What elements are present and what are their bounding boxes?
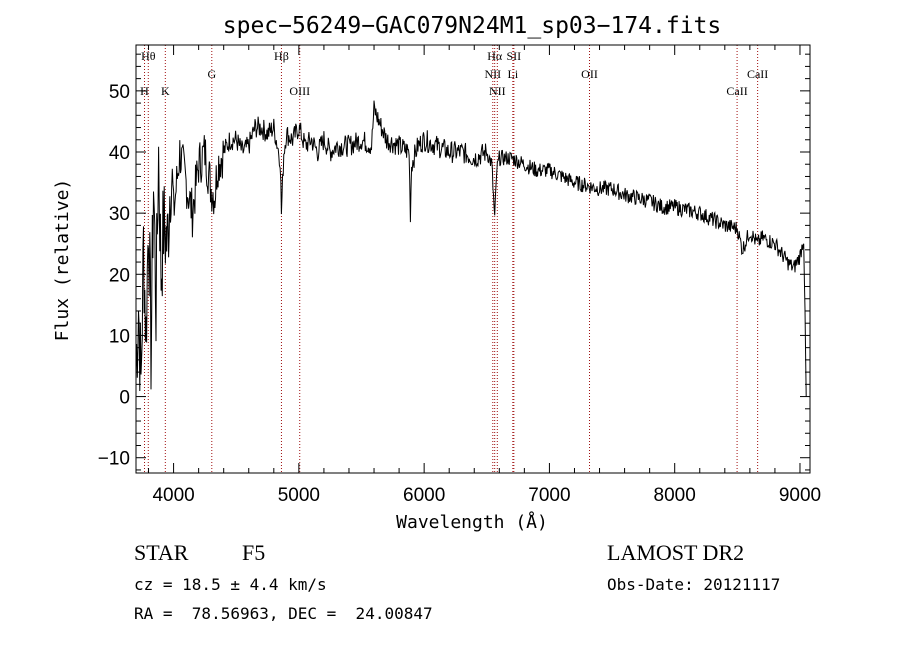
obs-date: Obs-Date: 20121117 (607, 575, 781, 594)
spectral-line-label: Hα (487, 49, 503, 63)
series-line-flux (135, 100, 807, 397)
spectral-line-label: K (161, 84, 170, 98)
flux-series (135, 100, 807, 397)
x-axis: 4000 5000 6000 7000 8000 9000 (148, 45, 821, 506)
spectral-line-label: OIII (289, 84, 310, 98)
object-subclass: F5 (242, 540, 266, 565)
x-tick-label: 7000 (528, 485, 570, 506)
x-tick-label: 4000 (152, 485, 194, 506)
chart-title: spec−56249−GAC079N24M1_sp03−174.fits (223, 13, 722, 39)
y-tick-label: 10 (109, 326, 130, 347)
x-tick-label: 8000 (654, 485, 696, 506)
y-axis: −10 0 10 20 30 40 50 (98, 53, 810, 471)
y-tick-label: 20 (109, 265, 130, 286)
spectral-line-label: Hβ (274, 49, 289, 63)
y-tick-label: 40 (109, 143, 130, 164)
y-tick-label: 50 (109, 82, 130, 103)
survey-name: LAMOST DR2 (607, 540, 745, 565)
spectral-line-label: CaII (747, 67, 768, 81)
y-tick-label: 0 (119, 388, 130, 409)
y-axis-label: Flux (relative) (52, 179, 73, 342)
spectral-line-label: SII (507, 49, 522, 63)
coordinates: RA = 78.56963, DEC = 24.00847 (134, 604, 433, 623)
y-tick-label: −10 (98, 449, 130, 470)
spectral-line-label: NII (489, 84, 506, 98)
spectral-line-label: CaII (726, 84, 747, 98)
x-tick-label: 5000 (278, 485, 320, 506)
x-tick-label: 6000 (403, 485, 445, 506)
spectral-line-label: NII (484, 67, 501, 81)
object-class: STAR (134, 540, 189, 565)
spectral-line-label: Hθ (141, 49, 156, 63)
redshift-readout: cz = 18.5 ± 4.4 km/s (134, 575, 327, 594)
y-tick-label: 30 (109, 204, 130, 225)
spectral-line-label: G (207, 67, 216, 81)
x-axis-label: Wavelength (Å) (396, 511, 548, 533)
spectral-line-label: OII (581, 67, 598, 81)
x-tick-label: 9000 (779, 485, 821, 506)
spectral-line-label: Li (508, 67, 519, 81)
plot-frame (135, 44, 811, 474)
